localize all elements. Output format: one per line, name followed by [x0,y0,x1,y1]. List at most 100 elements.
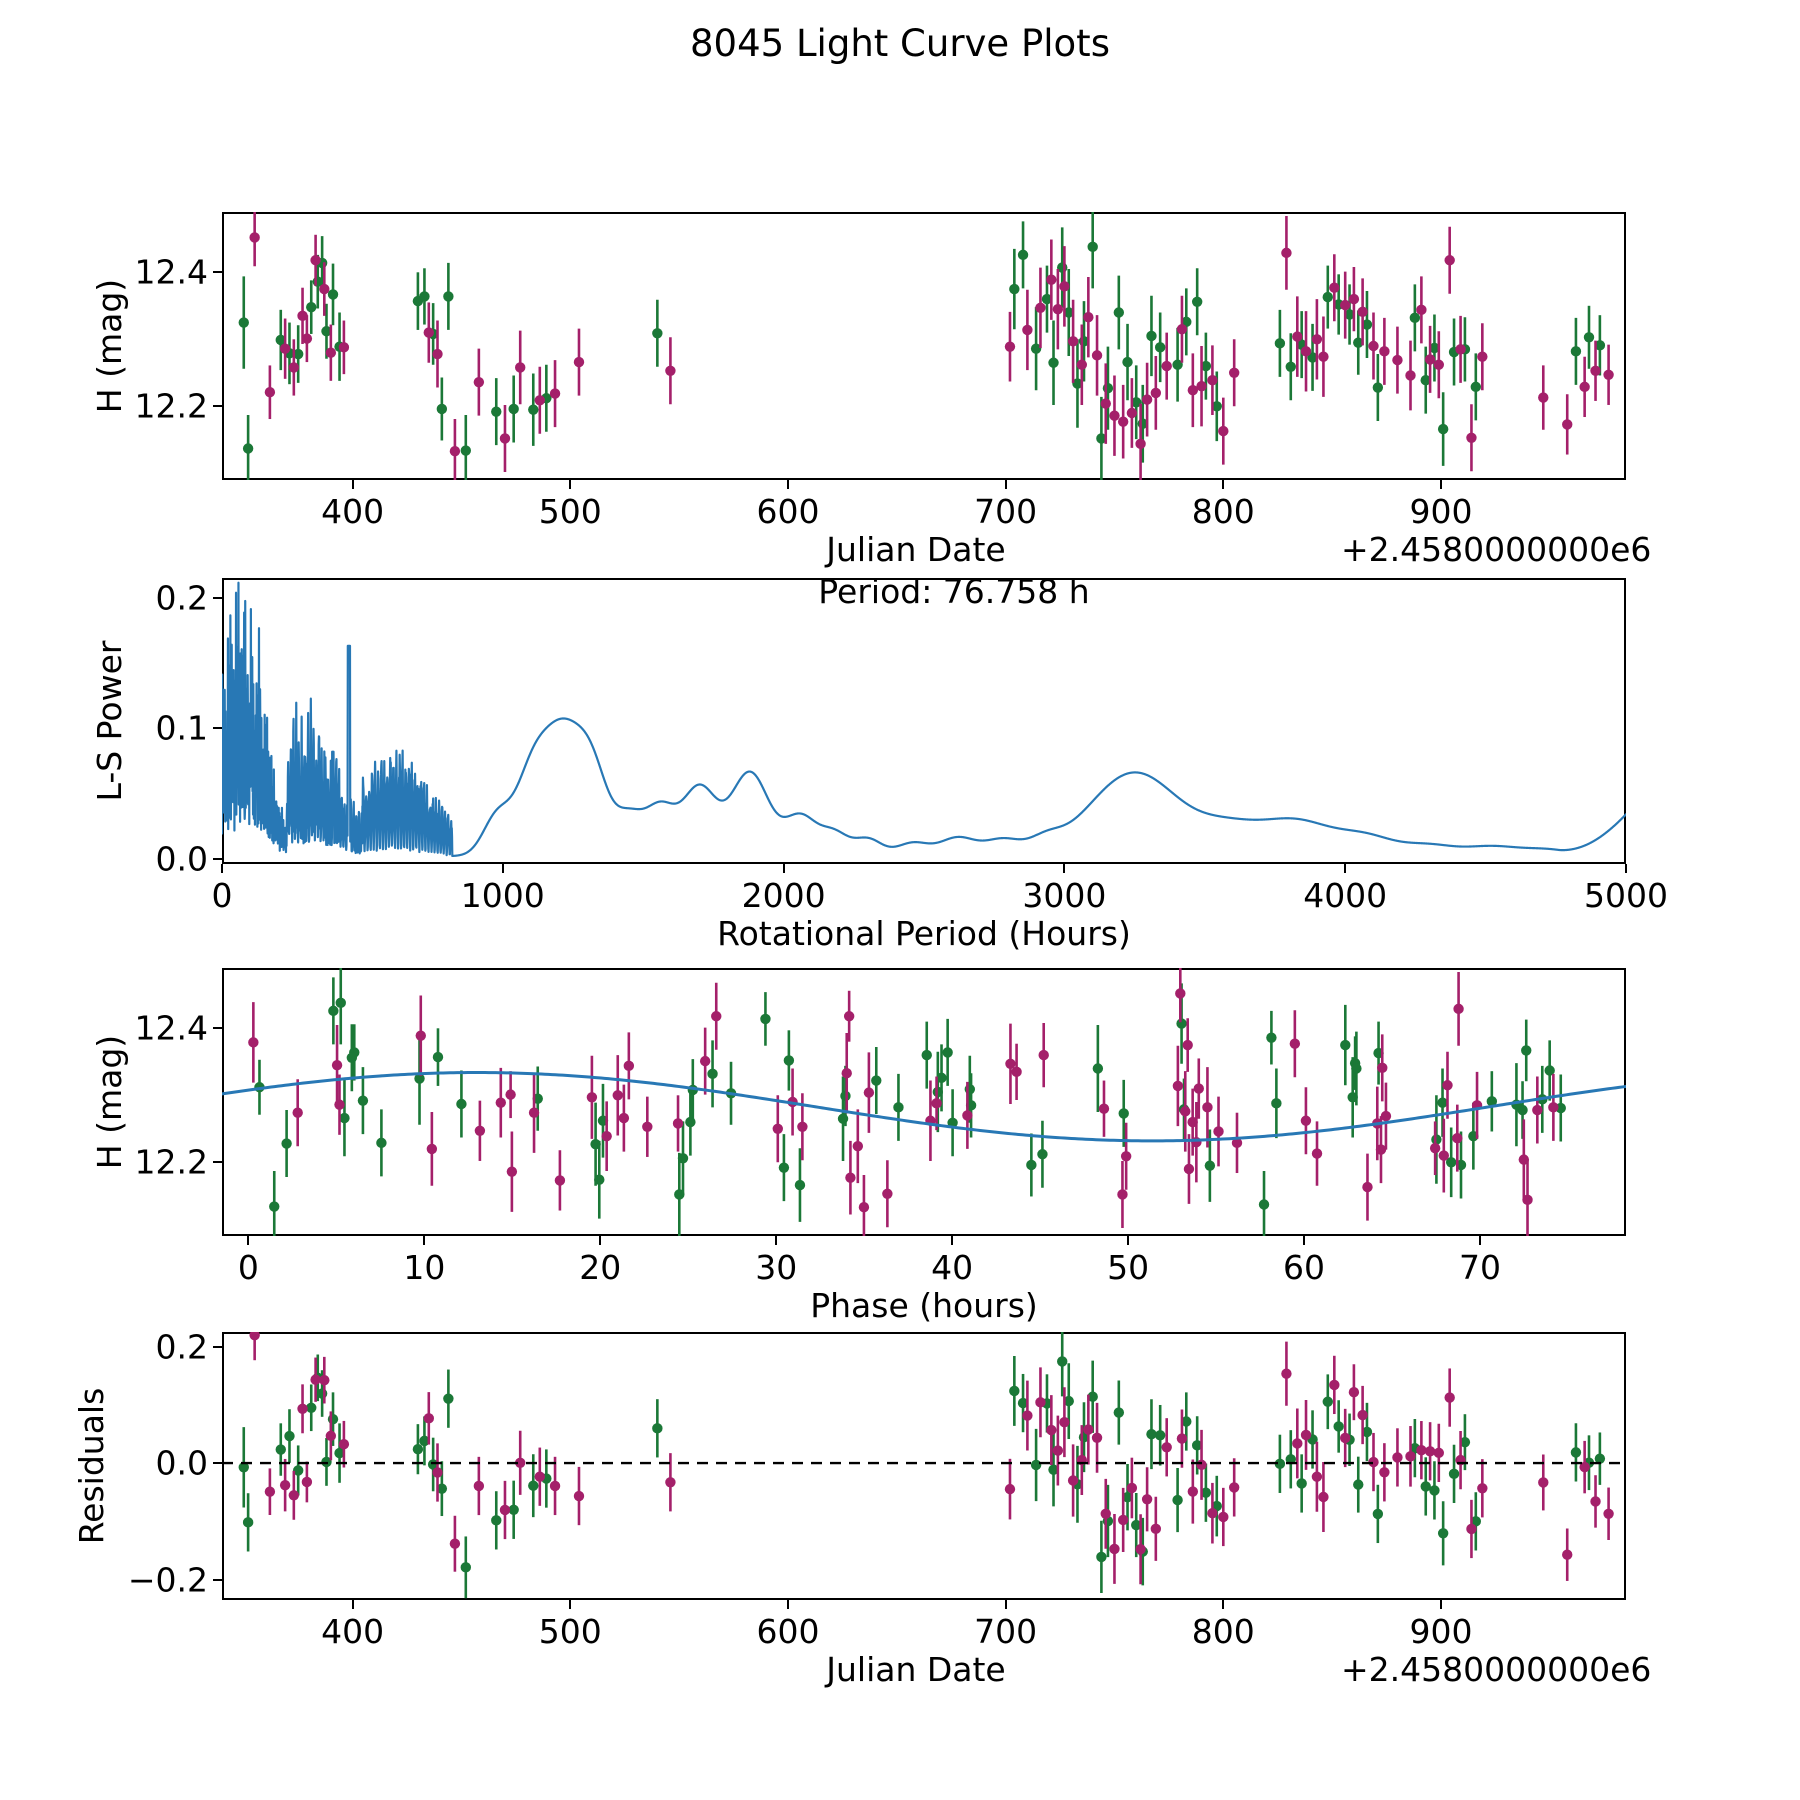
xtick-mark [775,1236,778,1245]
xtick-label: 500 [538,1612,602,1651]
xtick-label: 0 [237,1248,259,1287]
residuals-plot-area [222,1332,1626,1600]
xtick-label: 400 [321,492,385,531]
series-magenta [248,968,1559,1236]
lightcurve-xlabel: Julian Date [826,530,1006,569]
xtick-label: 900 [1409,492,1473,531]
xtick-mark [351,480,354,489]
periodogram-data-layer [222,581,1626,858]
ytick-mark [213,405,222,408]
xtick-label: 30 [755,1248,798,1287]
series-magenta [249,1332,1614,1585]
xtick-mark [423,1236,426,1245]
residuals-data-layer [222,1332,1626,1599]
xtick-label: 1000 [460,876,545,915]
x-axis-offset-text: +2.4580000000e6 [1341,530,1652,569]
xtick-label: 20 [579,1248,622,1287]
ytick-label: 12.4 [134,1008,208,1048]
ytick-mark [213,1345,222,1348]
periodogram-period-annotation: Period: 76.758 h [818,572,1090,611]
xtick-label: 900 [1409,1612,1473,1651]
xtick-mark [1625,864,1627,873]
xtick-label: 70 [1458,1248,1501,1287]
xtick-mark [221,864,223,873]
series-green [238,212,1606,480]
xtick-label: 600 [756,492,820,531]
x-axis-offset-text: +2.4580000000e6 [1341,1650,1652,1689]
xtick-mark [1344,864,1347,873]
xtick-label: 800 [1191,492,1255,531]
xtick-mark [1478,1236,1481,1245]
xtick-mark [1303,1236,1306,1245]
panel-phase-folded [222,968,1626,1236]
xtick-label: 10 [403,1248,446,1287]
phase-fit-curve [222,1071,1626,1143]
ytick-label: 0.2 [155,1327,208,1367]
ytick-mark [213,727,222,730]
ytick-label: 0.0 [155,839,208,879]
ytick-label: 0.2 [155,578,208,618]
ytick-label: 0.1 [155,708,208,748]
xtick-mark [599,1236,602,1245]
phase-data-layer [222,968,1626,1236]
phase-axes-frame [222,968,1626,1236]
xtick-mark [1004,480,1007,489]
xtick-label: 400 [321,1612,385,1651]
ytick-mark [213,857,222,860]
xtick-label: 500 [538,492,602,531]
lightcurve-plot-area [222,212,1626,480]
series-green [254,968,1566,1236]
xtick-mark [569,1600,572,1609]
phase-plot-area [222,968,1626,1236]
ytick-mark [213,1027,222,1030]
ytick-mark [213,1161,222,1164]
figure-title: 8045 Light Curve Plots [690,22,1110,65]
panel-residuals [222,1332,1626,1600]
ytick-label: 12.4 [134,252,208,292]
xtick-mark [1222,480,1225,489]
phase-xlabel: Phase (hours) [810,1286,1038,1325]
xtick-label: 600 [756,1612,820,1651]
xtick-mark [951,1236,954,1245]
xtick-mark [1439,1600,1442,1609]
xtick-mark [501,864,504,873]
xtick-label: 800 [1191,1612,1255,1651]
series-magenta [249,212,1614,480]
xtick-label: 4000 [1303,876,1388,915]
residuals-ylabel: Residuals [72,1387,111,1545]
ytick-label: 12.2 [134,1142,208,1182]
xtick-mark [1004,1600,1007,1609]
ytick-mark [213,1462,222,1465]
xtick-label: 700 [974,492,1038,531]
xtick-label: 3000 [1022,876,1107,915]
xtick-label: 0 [211,876,233,915]
residuals-xlabel: Julian Date [826,1650,1006,1689]
xtick-mark [569,480,572,489]
xtick-label: 5000 [1584,876,1668,915]
xtick-label: 700 [974,1612,1038,1651]
periodogram-axes-frame [222,578,1626,864]
xtick-label: 50 [1107,1248,1150,1287]
ytick-label: 12.2 [134,386,208,426]
ytick-mark [213,1578,222,1581]
xtick-label: 40 [931,1248,974,1287]
xtick-mark [1063,864,1066,873]
xtick-label: 2000 [741,876,826,915]
periodogram-ylabel: L-S Power [90,640,129,802]
periodogram-xlabel: Rotational Period (Hours) [717,914,1131,953]
xtick-mark [247,1236,250,1245]
xtick-mark [782,864,785,873]
panel-lightcurve [222,212,1626,480]
xtick-mark [786,480,789,489]
phase-ylabel: H (mag) [90,1034,129,1170]
periodogram-line [222,581,1626,858]
xtick-mark [786,1600,789,1609]
ytick-label: −0.2 [127,1560,208,1600]
ytick-mark [213,271,222,274]
series-green [238,1332,1606,1599]
panel-periodogram [222,578,1626,864]
xtick-label: 60 [1283,1248,1326,1287]
xtick-mark [1127,1236,1130,1245]
lightcurve-ylabel: H (mag) [90,278,129,414]
